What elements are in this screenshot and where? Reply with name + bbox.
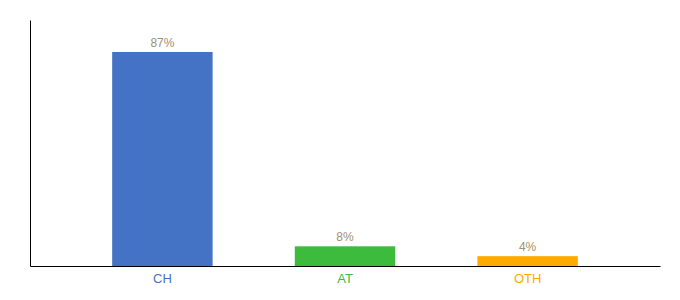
x-tick: AT bbox=[337, 271, 353, 286]
chart: 87% 8% 4% CH AT OTH bbox=[0, 0, 680, 300]
y-axis-line bbox=[30, 21, 31, 267]
data-labels: 87% 8% 4% bbox=[150, 36, 536, 254]
x-tick-label: AT bbox=[337, 271, 353, 286]
data-label: 8% bbox=[336, 230, 354, 244]
bar bbox=[112, 52, 212, 266]
x-axis: CH AT OTH bbox=[31, 267, 661, 287]
bar bbox=[295, 246, 395, 266]
x-tick-label: CH bbox=[153, 271, 172, 286]
y-axis bbox=[30, 21, 31, 267]
x-tick-label: OTH bbox=[514, 271, 541, 286]
plot: 87% 8% 4% CH AT OTH bbox=[31, 21, 661, 287]
data-label: 4% bbox=[519, 240, 537, 254]
bars bbox=[112, 52, 578, 266]
x-tick: CH bbox=[153, 271, 172, 286]
x-axis-line bbox=[31, 266, 661, 267]
data-label: 87% bbox=[150, 36, 174, 50]
x-tick: OTH bbox=[514, 271, 541, 286]
bar bbox=[477, 256, 577, 266]
